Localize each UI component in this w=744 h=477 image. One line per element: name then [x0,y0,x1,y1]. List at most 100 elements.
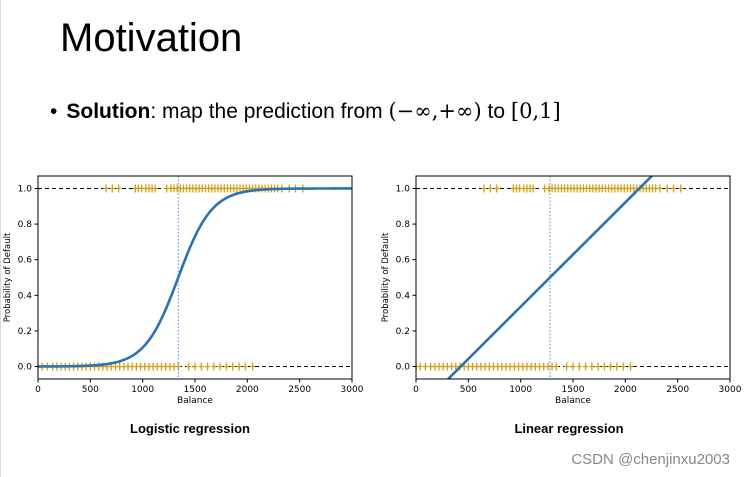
data-point-default-no [470,362,476,371]
data-point-default-no [482,362,488,371]
data-point-default-yes [481,184,487,193]
data-point-default-no [465,362,471,371]
bullet-to-word: to [481,100,511,123]
data-point-default-no [432,362,438,371]
data-point-default-no [428,362,434,371]
y-tick-label: 0.6 [396,256,411,266]
x-axis-label: Balance [177,396,213,406]
data-point-default-no [138,362,144,371]
linear-regression-caption: Linear regression [514,421,624,436]
data-point-default-yes [530,184,536,193]
plot-frame [415,175,731,380]
data-point-default-no [595,362,601,371]
data-point-default-no [474,362,480,371]
data-point-default-yes [152,184,158,193]
data-point-default-no [516,362,522,371]
data-point-default-no [449,362,455,371]
plot-frame [37,175,353,380]
data-point-default-no [589,362,595,371]
slide-left-border [0,0,1,477]
data-point-default-no [242,362,248,371]
data-point-default-no [211,362,217,371]
y-tick-label: 0.8 [396,220,411,230]
y-tick-label: 0.6 [18,256,33,266]
data-point-default-no [486,362,492,371]
data-point-default-yes [494,184,500,193]
bullet-from-interval: (−∞,+∞) [388,99,482,123]
data-point-default-no [499,362,505,371]
data-point-default-yes [103,184,109,193]
data-point-default-no [129,362,135,371]
data-point-default-no [507,362,513,371]
data-point-default-no [198,362,204,371]
data-point-default-no [583,362,589,371]
data-point-default-no [121,362,127,371]
x-tick-label: 0 [413,385,419,395]
data-point-default-no [125,362,131,371]
linear-fit-line [446,176,654,379]
bullet-solution: • Solution: map the prediction from (−∞,+… [50,99,561,124]
x-tick-label: 3000 [341,385,364,395]
csdn-watermark: CSDN @chenjinxu2003 [571,451,730,468]
x-tick-label: 3000 [719,385,742,395]
data-point-default-no [576,362,582,371]
data-point-default-no [112,362,118,371]
data-point-default-no [608,362,614,371]
slide-title: Motivation [60,16,243,60]
logistic-curve [38,187,352,368]
data-point-default-yes [139,184,145,193]
data-point-default-no [117,362,123,371]
data-point-default-no [532,362,538,371]
data-point-default-no [628,362,634,371]
data-point-default-no [495,362,501,371]
x-tick-label: 500 [460,385,477,395]
data-point-default-yes [517,184,523,193]
data-point-default-no [537,362,543,371]
data-point-default-no [478,362,484,371]
logistic-regression-chart: 0 500 1000 1500 2000 2500 3000 0.0 0.2 0.4 0.6 0.8 1… [3,175,364,406]
y-tick-label: 0.4 [18,291,33,301]
x-tick-label: 1000 [131,385,154,395]
bullet-text: : map the prediction from [150,100,389,123]
data-point-default-no [570,362,576,371]
bullet-to-interval: [0,1] [510,99,561,123]
y-axis-label: Probability of Default [3,232,13,322]
data-point-default-no [490,362,496,371]
data-point-default-no [163,362,169,371]
data-point-default-no [511,362,517,371]
data-point-default-yes [487,184,493,193]
data-point-default-no [564,362,570,371]
data-point-default-no [436,362,442,371]
y-tick-label: 0.8 [18,220,33,230]
data-point-default-no [142,362,148,371]
data-point-default-no [230,362,236,371]
bullet-dot-icon: • [50,100,58,123]
data-point-default-no [236,362,242,371]
data-point-default-no [167,362,173,371]
x-tick-label: 2500 [288,385,311,395]
data-point-default-no [614,362,620,371]
data-point-default-no [453,362,459,371]
data-point-default-yes [670,184,676,193]
data-point-default-no [146,362,152,371]
y-tick-label: 0.2 [396,327,410,337]
data-point-default-no [250,362,256,371]
data-point-default-no [159,362,165,371]
data-point-default-yes [116,184,122,193]
data-point-default-no [422,362,428,371]
data-point-default-no [417,362,423,371]
y-tick-label: 0.0 [18,363,33,373]
y-tick-label: 1.0 [396,184,411,194]
data-point-default-yes [653,184,659,193]
x-tick-label: 1000 [509,385,532,395]
x-tick-label: 2000 [614,385,637,395]
data-point-default-no [549,362,555,371]
x-tick-label: 1500 [562,385,585,395]
data-point-default-no [520,362,526,371]
bullet-strong-label: Solution [66,100,151,123]
data-point-default-no [440,362,446,371]
data-point-default-no [601,362,607,371]
data-point-default-no [133,362,139,371]
data-point-default-no [524,362,530,371]
x-axis-label: Balance [555,396,591,406]
